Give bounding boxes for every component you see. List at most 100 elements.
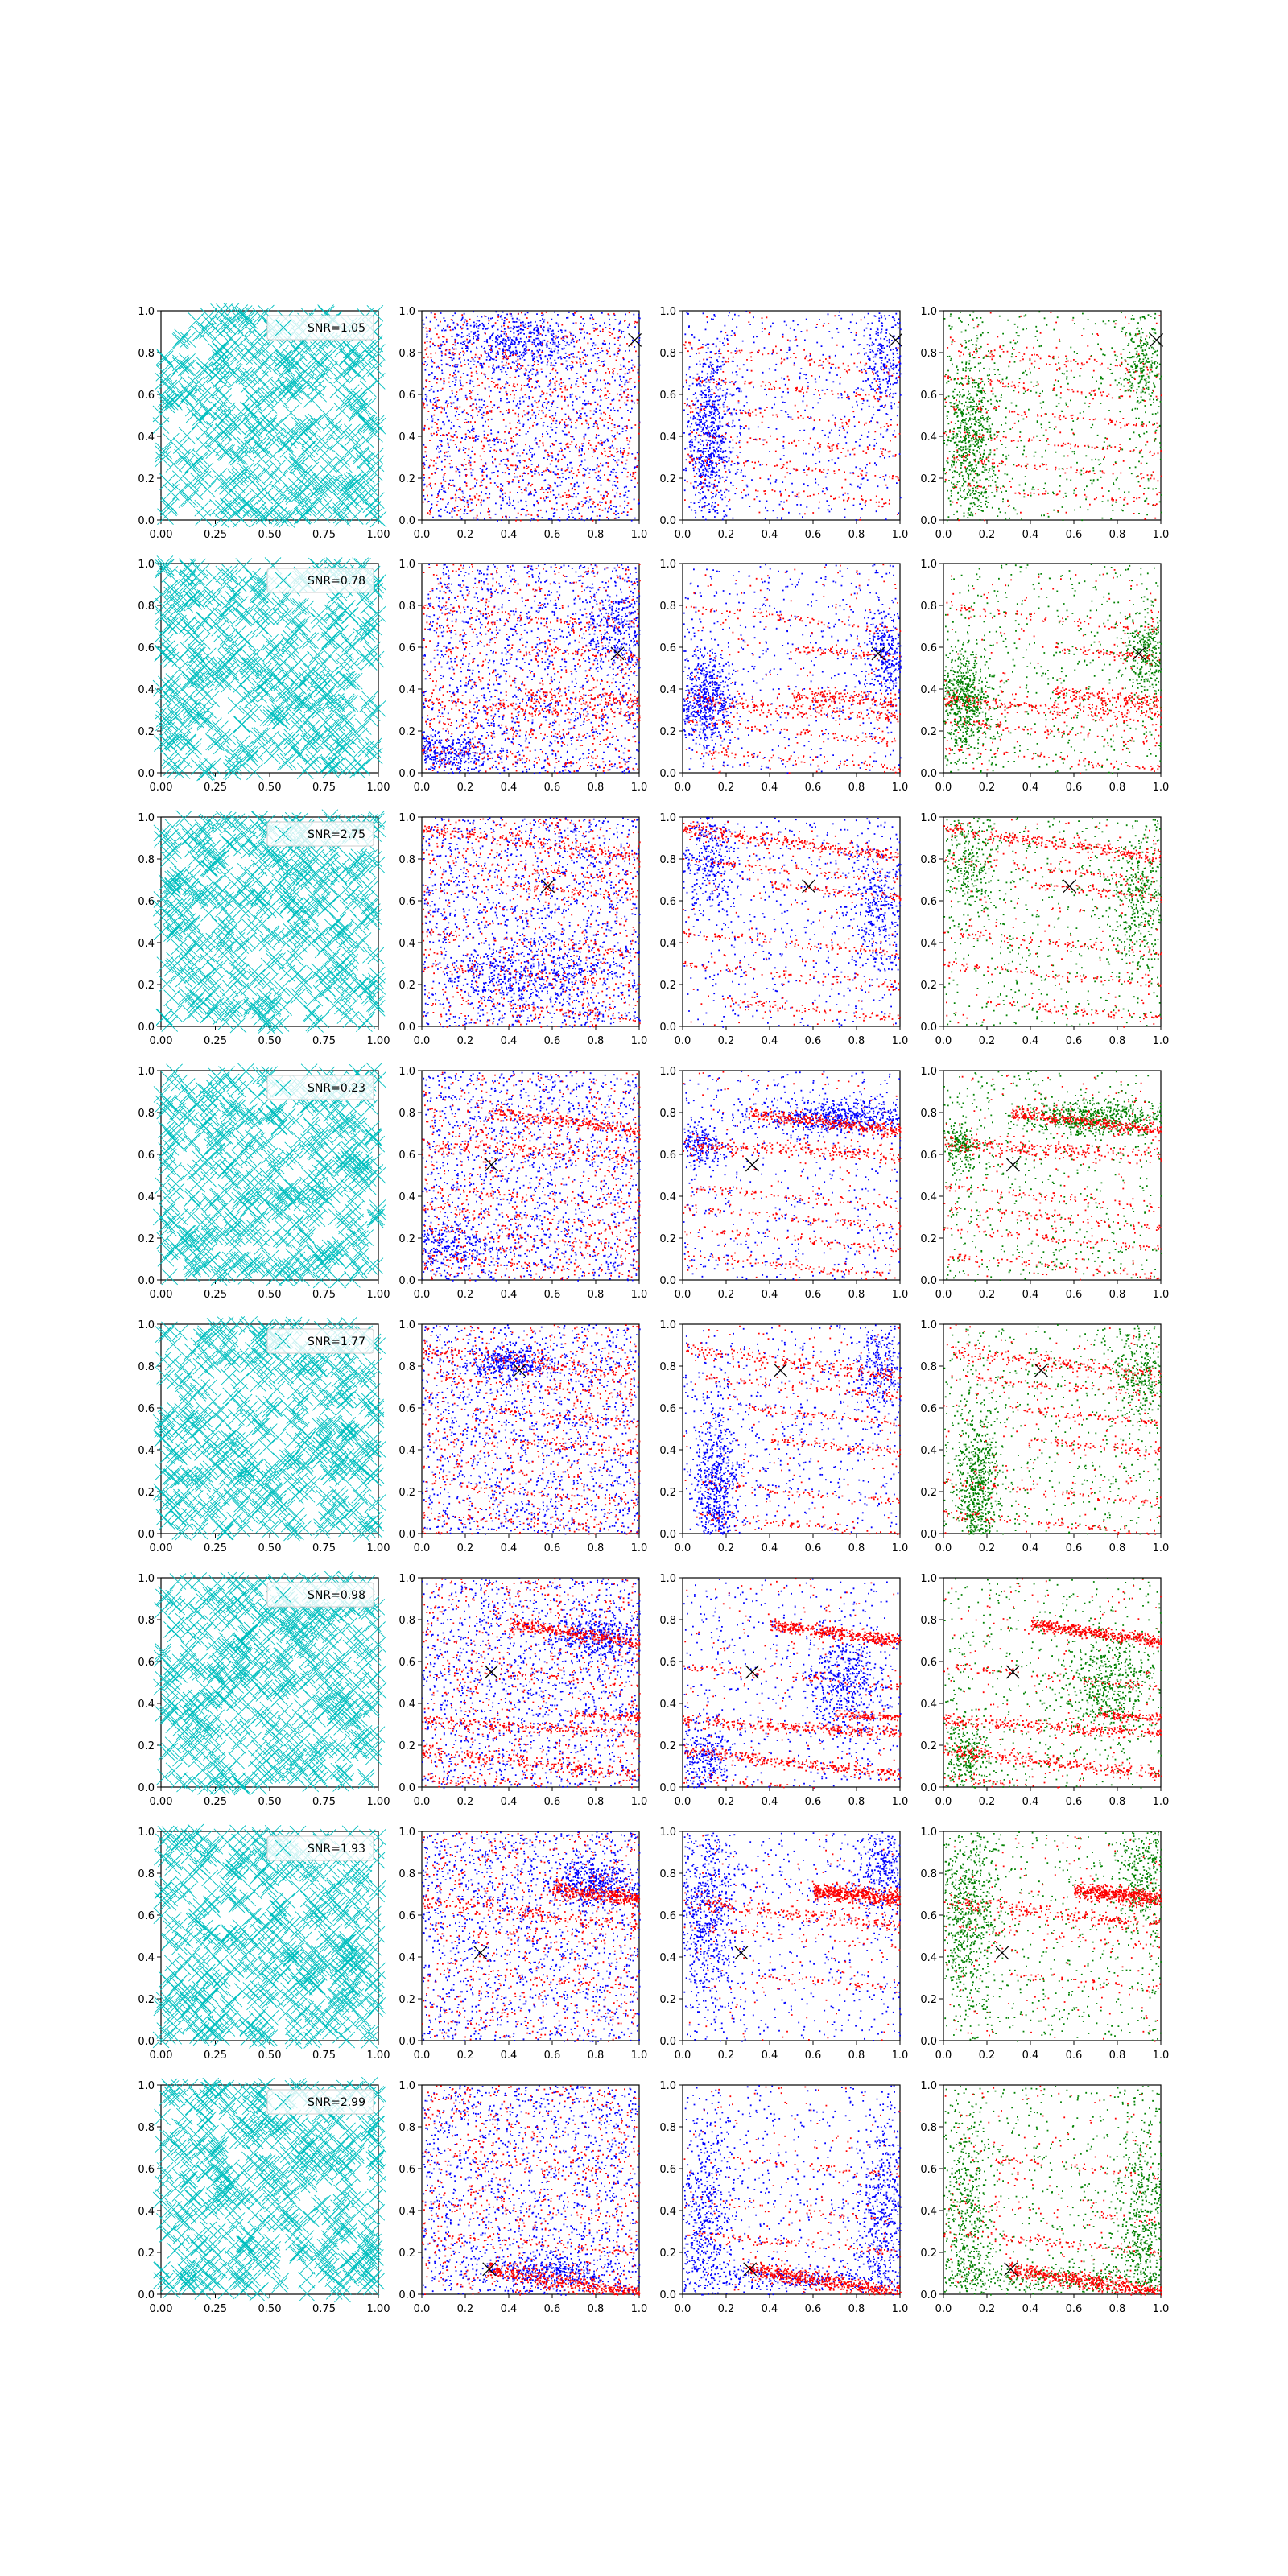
y-tick-label: 0.6 (398, 642, 415, 654)
x-tick-label: 0.25 (204, 1796, 227, 1808)
y-tick-label: 0.2 (659, 726, 676, 738)
y-tick-label: 0.0 (920, 768, 937, 780)
blue-series (422, 1578, 641, 1789)
x-tick-label: 0.6 (805, 1542, 822, 1554)
y-tick-label: 1.0 (920, 559, 937, 571)
y-tick-label: 1.0 (138, 2080, 155, 2092)
x-tick-label: 0.4 (762, 2050, 778, 2062)
y-tick-label: 0.6 (398, 1657, 415, 1669)
axes-r4-c2: 0.0 0.2 0.4 0.6 0.8 1.0 0.0 0.2 0.4 0.6 0.8 1.0 (398, 1066, 647, 1301)
y-tick-label: 0.0 (398, 2036, 415, 2048)
axes-r5-c2: 0.0 0.2 0.4 0.6 0.8 1.0 0.0 0.2 0.4 0.6 0.8 1.0 (398, 1319, 647, 1554)
axes-r4-c1: 0.0 0.2 0.4 0.6 0.8 1.0 0.00 0.25 0.50 0.75 1.00 SN… (138, 1062, 390, 1301)
x-tick-label: 0.6 (544, 1796, 561, 1808)
green-series (943, 817, 1162, 1027)
green-series (943, 1578, 1162, 1789)
y-tick-label: 1.0 (138, 812, 155, 824)
legend-marker (275, 1079, 292, 1096)
blue-series (683, 564, 902, 774)
x-tick-label: 0.50 (258, 1542, 282, 1554)
y-tick-label: 0.4 (920, 938, 937, 950)
legend-box (266, 315, 374, 341)
x-tick-label: 0.8 (1109, 2050, 1126, 2062)
x-tick-label: 0.4 (501, 529, 518, 541)
x-tick-label: 0.0 (675, 529, 691, 541)
y-tick-label: 0.8 (659, 348, 676, 360)
green-series (943, 1071, 1162, 1282)
y-tick-label: 0.6 (659, 2164, 676, 2176)
y-tick-label: 0.6 (138, 390, 155, 402)
x-tick-label: 1.0 (1153, 1289, 1170, 1301)
y-tick-label: 0.4 (398, 684, 415, 696)
y-tick-label: 0.4 (659, 684, 676, 696)
axes-r5-c3: 0.0 0.2 0.4 0.6 0.8 1.0 0.0 0.2 0.4 0.6 0.8 1.0 (659, 1319, 908, 1554)
x-tick-label: 1.00 (367, 1035, 390, 1047)
black-x-marker (484, 1158, 498, 1172)
axes-frame (943, 1070, 1162, 1281)
y-tick-label: 0.6 (920, 896, 937, 908)
x-tick-label: 0.4 (501, 1796, 518, 1808)
cyan-x-markers (152, 2076, 387, 2303)
x-tick-label: 0.2 (457, 1542, 474, 1554)
y-tick-label: 0.0 (398, 1275, 415, 1287)
y-tick-label: 0.2 (398, 980, 415, 992)
x-tick-label: 0.6 (805, 529, 822, 541)
axes-frame (421, 1577, 640, 1788)
y-tick-label: 0.4 (659, 1191, 676, 1203)
legend-box (266, 821, 374, 847)
black-x-marker (889, 332, 903, 347)
y-tick-label: 0.2 (920, 1740, 937, 1752)
axes-frame (682, 816, 901, 1027)
x-tick-label: 0.00 (150, 1035, 173, 1047)
y-tick-label: 0.6 (138, 896, 155, 908)
y-tick-label: 0.0 (398, 1529, 415, 1541)
y-tick-label: 0.8 (398, 601, 415, 613)
x-tick-label: 0.6 (544, 2050, 561, 2062)
y-tick-label: 0.8 (920, 1108, 937, 1120)
y-tick-label: 0.8 (659, 2122, 676, 2134)
axes-r2-c2: 0.0 0.2 0.4 0.6 0.8 1.0 0.0 0.2 0.4 0.6 0.8 1.0 (398, 559, 647, 794)
blue-series (422, 1831, 641, 2042)
y-tick-label: 0.6 (920, 2164, 937, 2176)
x-tick-label: 0.0 (675, 1796, 691, 1808)
y-tick-label: 0.6 (398, 1403, 415, 1415)
x-tick-label: 0.4 (1022, 1035, 1039, 1047)
y-tick-label: 1.0 (920, 1573, 937, 1585)
x-tick-label: 1.0 (1153, 1542, 1170, 1554)
y-tick-label: 0.0 (659, 2289, 676, 2301)
legend-marker (275, 2093, 292, 2111)
legend-marker (275, 1332, 292, 1350)
y-tick-label: 0.4 (138, 938, 155, 950)
y-tick-label: 0.8 (138, 1615, 155, 1627)
x-tick-label: 0.8 (1109, 529, 1126, 541)
y-tick-label: 0.8 (398, 1108, 415, 1120)
blue-series (422, 564, 641, 774)
y-tick-label: 0.4 (920, 431, 937, 444)
blue-series (683, 1831, 902, 2042)
x-tick-label: 0.6 (805, 1035, 822, 1047)
y-tick-label: 0.2 (138, 726, 155, 738)
x-tick-label: 0.4 (501, 782, 518, 794)
x-tick-label: 0.25 (204, 529, 227, 541)
x-tick-label: 0.2 (718, 1035, 735, 1047)
x-tick-label: 1.0 (1153, 1035, 1170, 1047)
x-tick-label: 0.25 (204, 1542, 227, 1554)
y-tick-label: 0.8 (659, 1361, 676, 1373)
x-tick-label: 0.6 (544, 1542, 561, 1554)
cyan-x-markers (153, 1570, 387, 1796)
x-tick-label: 0.0 (414, 2050, 431, 2062)
axes-r4-c4: 0.0 0.2 0.4 0.6 0.8 1.0 0.0 0.2 0.4 0.6 0.8 1.0 (920, 1066, 1169, 1301)
x-tick-label: 0.75 (312, 1035, 336, 1047)
y-tick-label: 0.0 (398, 768, 415, 780)
axes-r1-c1: 0.0 0.2 0.4 0.6 0.8 1.0 0.00 0.25 0.50 0.75 1.00 SN… (138, 302, 390, 541)
x-tick-label: 0.0 (675, 782, 691, 794)
x-tick-label: 0.8 (588, 1289, 605, 1301)
red-series (943, 1578, 1162, 1789)
y-tick-label: 0.2 (138, 473, 155, 485)
red-series (683, 1578, 902, 1789)
x-tick-label: 0.2 (457, 782, 474, 794)
x-tick-label: 0.2 (979, 782, 996, 794)
y-tick-label: 0.2 (398, 1994, 415, 2006)
y-tick-label: 0.4 (659, 1952, 676, 1964)
y-tick-label: 0.0 (659, 1022, 676, 1034)
